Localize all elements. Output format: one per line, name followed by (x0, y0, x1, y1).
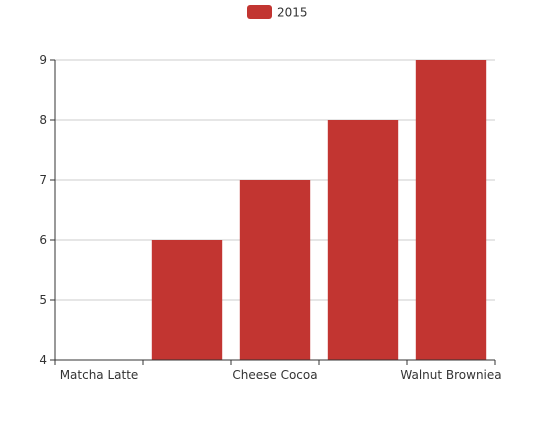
x-tick-label-3: Cheese Cocoa (232, 368, 317, 382)
x-axis-tick-labels: Matcha Latte Cheese Cocoa Walnut Browniea (60, 368, 502, 382)
legend[interactable]: 2015 (247, 5, 308, 20)
y-axis-tick-labels: 4 5 6 7 8 9 (39, 53, 47, 367)
bars (151, 60, 487, 360)
bar-3[interactable] (239, 180, 311, 360)
bar-2[interactable] (151, 240, 223, 360)
y-tick-label-6: 6 (39, 233, 47, 247)
legend-swatch-2015[interactable] (247, 5, 272, 19)
bar-4[interactable] (327, 120, 399, 360)
y-tick-label-8: 8 (39, 113, 47, 127)
bar-5[interactable] (415, 60, 487, 360)
x-tick-label-5: Walnut Browniea (400, 368, 501, 382)
y-tick-label-7: 7 (39, 173, 47, 187)
y-tick-label-5: 5 (39, 293, 47, 307)
y-tick-label-4: 4 (39, 353, 47, 367)
x-tick-label-1: Matcha Latte (60, 368, 139, 382)
legend-label-2015: 2015 (277, 6, 308, 20)
axes (50, 59, 496, 365)
y-tick-label-9: 9 (39, 53, 47, 67)
